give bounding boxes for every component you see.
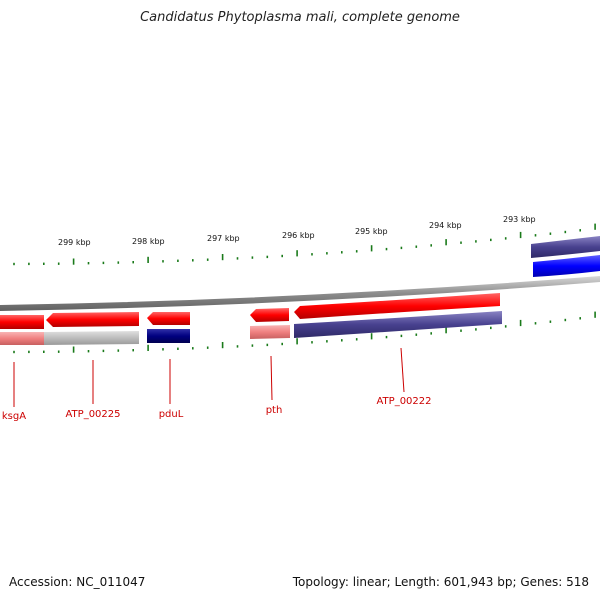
ruler-label-296-kbp: 296 kbp: [282, 231, 315, 240]
ruler-label-298-kbp: 298 kbp: [132, 237, 165, 246]
cds-block-atp-00225: [44, 331, 139, 345]
genome-summary-text: Topology: linear; Length: 601,943 bp; Ge…: [292, 575, 589, 589]
outer-ruler-ticks: [13, 223, 596, 266]
gene-label-pdul: pduL: [159, 409, 184, 420]
ruler-label-295-kbp: 295 kbp: [355, 227, 388, 236]
gene-label-pth: pth: [266, 405, 283, 416]
leader-line-pth: [270, 355, 273, 401]
cds-block-pdul: [147, 329, 190, 343]
gene-arrow-pth: [250, 308, 289, 322]
gene-block-blue-top-right: [533, 255, 600, 277]
gene-label-atp-00225: ATP_00225: [65, 409, 120, 420]
cds-block-pth: [250, 325, 290, 339]
ruler-label-294-kbp: 294 kbp: [429, 221, 462, 230]
ruler-label-293-kbp: 293 kbp: [503, 215, 536, 224]
gene-label-ksga: ksgA: [2, 411, 26, 422]
ruler-label-299-kbp: 299 kbp: [58, 238, 91, 247]
gene-arrow-pdul: [147, 312, 190, 325]
gene-arrow-atp-00225: [46, 312, 139, 327]
gene-arrow-ksga: [0, 315, 44, 329]
leader-line-atp-00222: [400, 347, 405, 393]
gene-block-slate-top-right: [531, 236, 600, 258]
gene-arrow-atp-00222: [294, 293, 500, 319]
genome-backbone: [0, 276, 600, 311]
map-title: Candidatus Phytoplasma mali, complete ge…: [140, 10, 460, 25]
accession-text: Accession: NC_011047: [9, 575, 146, 589]
gene-label-atp-00222: ATP_00222: [376, 396, 431, 407]
cds-block-ksga: [0, 332, 44, 345]
ruler-label-297-kbp: 297 kbp: [207, 234, 240, 243]
cds-block-atp-00222: [294, 311, 502, 338]
inner-ruler-ticks: [13, 311, 596, 354]
